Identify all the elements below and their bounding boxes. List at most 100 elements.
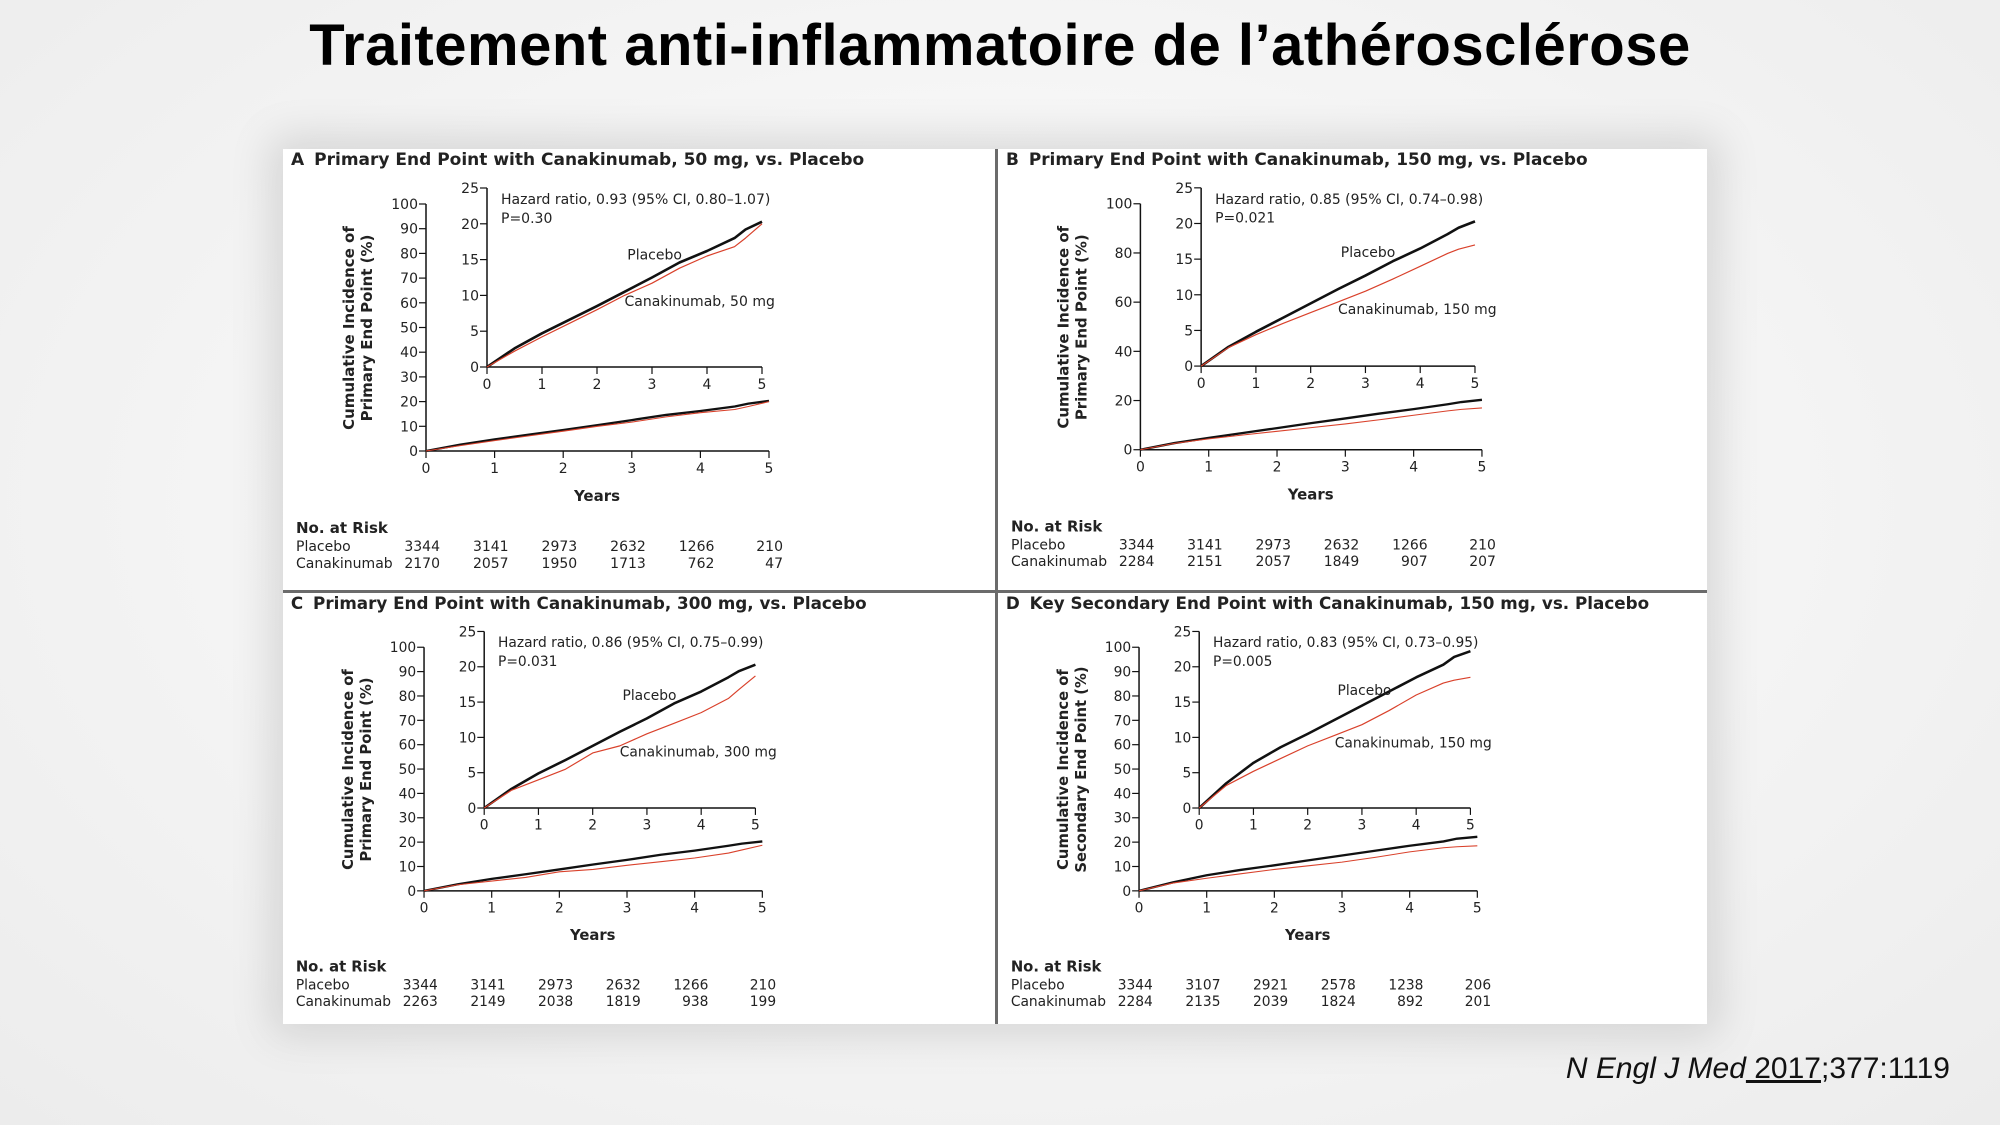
inset-y-tick-label: 25	[1174, 624, 1192, 640]
y-axis-label: Cumulative Incidence of Primary End Point…	[1055, 225, 1091, 428]
inset-y-tick-label: 15	[1175, 252, 1193, 268]
y-tick-label: 10	[399, 859, 417, 875]
series-label-placebo: Placebo	[623, 688, 677, 704]
risk-count: 199	[750, 994, 776, 1010]
x-tick-label: 1	[490, 461, 499, 477]
risk-count: 210	[756, 539, 783, 555]
inset-x-tick-label: 3	[1358, 818, 1367, 834]
y-tick-label: 80	[400, 246, 418, 262]
risk-count: 1238	[1388, 977, 1423, 993]
inset-y-tick-label: 15	[461, 253, 479, 269]
y-tick-label: 0	[1124, 443, 1133, 459]
inset-x-tick-label: 1	[1249, 818, 1258, 834]
inset-x-tick-label: 5	[758, 377, 767, 393]
risk-count: 1950	[542, 556, 578, 572]
risk-row-label: Canakinumab	[1011, 554, 1107, 570]
y-tick-label: 70	[1114, 713, 1132, 729]
inset-y-tick-label: 0	[470, 360, 479, 376]
x-tick-label: 0	[420, 901, 429, 917]
y-tick-label: 20	[399, 835, 417, 851]
x-axis-label: Years	[569, 927, 616, 944]
series-placebo	[1138, 835, 1478, 892]
p-value-text: P=0.031	[498, 654, 557, 670]
y-axis-label-line1: Cumulative Incidence of	[340, 669, 357, 870]
y-axis-label-line2: Primary End Point (%)	[358, 677, 375, 861]
y-tick-label: 70	[399, 713, 417, 729]
series-canakinumab	[423, 844, 763, 892]
risk-count: 2578	[1321, 977, 1356, 993]
risk-count: 1713	[610, 556, 646, 572]
series-label-placebo: Placebo	[627, 248, 682, 264]
risk-count: 938	[682, 994, 708, 1010]
x-tick-label: 0	[1136, 460, 1145, 476]
y-tick-label: 30	[400, 370, 418, 386]
x-tick-label: 5	[1478, 460, 1487, 476]
x-tick-label: 2	[559, 461, 568, 477]
risk-count: 2263	[403, 994, 438, 1010]
inset-x-tick-label: 0	[480, 818, 489, 834]
risk-count: 201	[1465, 994, 1491, 1010]
series-label-canakinumab: Canakinumab, 150 mg	[1335, 735, 1492, 751]
citation-year-link[interactable]: 2017	[1745, 1052, 1821, 1085]
risk-count: 3141	[1187, 537, 1222, 553]
inset-y-tick-label: 20	[461, 217, 479, 233]
inset-y-tick-label: 10	[459, 730, 477, 746]
y-tick-label: 60	[1115, 295, 1133, 311]
risk-row-label: Placebo	[296, 539, 351, 555]
risk-count: 2973	[538, 977, 573, 993]
y-axis-label-line2: Primary End Point (%)	[1073, 234, 1091, 420]
p-value-text: P=0.005	[1213, 654, 1272, 670]
y-tick-label: 20	[400, 395, 418, 411]
inset-series-canakinumab	[1198, 676, 1471, 809]
y-tick-label: 50	[1114, 762, 1132, 778]
inset-y-tick-label: 25	[1175, 181, 1193, 197]
y-tick-label: 10	[400, 419, 418, 435]
risk-row-label: Canakinumab	[296, 994, 391, 1010]
risk-count: 2284	[1118, 994, 1153, 1010]
x-tick-label: 4	[1409, 460, 1418, 476]
risk-count: 2151	[1187, 554, 1222, 570]
x-tick-label: 5	[765, 461, 774, 477]
y-tick-label: 40	[1115, 344, 1133, 360]
y-tick-label: 70	[400, 271, 418, 287]
x-tick-label: 1	[487, 901, 496, 917]
risk-count: 3344	[1118, 977, 1153, 993]
inset-y-tick-label: 20	[459, 660, 477, 676]
inset-x-tick-label: 0	[1197, 376, 1206, 392]
citation-journal: N Engl J Med	[1565, 1052, 1746, 1085]
risk-count: 210	[1469, 537, 1496, 553]
risk-count: 762	[688, 556, 715, 572]
panel-title: C Primary End Point with Canakinumab, 300…	[291, 593, 867, 613]
y-tick-label: 90	[400, 222, 418, 238]
y-tick-label: 0	[407, 884, 416, 900]
y-tick-label: 40	[1114, 786, 1132, 802]
inset-y-tick-label: 0	[1184, 359, 1193, 375]
x-tick-label: 3	[627, 461, 636, 477]
y-tick-label: 100	[1106, 197, 1133, 213]
horizontal-divider	[283, 590, 1707, 593]
risk-count: 2284	[1119, 554, 1155, 570]
inset-x-tick-label: 5	[1471, 376, 1480, 392]
inset-x-tick-label: 4	[1416, 376, 1425, 392]
panel-letter: A	[291, 150, 305, 170]
series-label-canakinumab: Canakinumab, 150 mg	[1338, 302, 1497, 318]
x-tick-label: 1	[1202, 901, 1211, 917]
x-tick-label: 3	[1338, 901, 1347, 917]
y-tick-label: 60	[400, 296, 418, 312]
risk-table-heading: No. at Risk	[296, 519, 389, 537]
x-tick-label: 5	[758, 901, 767, 917]
risk-count: 3141	[470, 977, 505, 993]
x-tick-label: 2	[1273, 460, 1282, 476]
y-tick-label: 30	[399, 811, 417, 827]
panel-d-chart: D Key Secondary End Point with Canakinuma…	[998, 593, 1707, 1024]
x-tick-label: 2	[555, 901, 564, 917]
inset-y-tick-label: 25	[461, 181, 479, 197]
inset-x-tick-label: 0	[1195, 818, 1204, 834]
inset-y-tick-label: 5	[1184, 323, 1193, 339]
y-tick-label: 50	[399, 762, 417, 778]
panel-a-chart: A Primary End Point with Canakinumab, 50 …	[283, 149, 995, 590]
risk-count: 3344	[404, 539, 440, 555]
risk-count: 3344	[1119, 537, 1155, 553]
inset-x-tick-label: 5	[1466, 818, 1475, 834]
inset-x-tick-label: 2	[588, 818, 597, 834]
